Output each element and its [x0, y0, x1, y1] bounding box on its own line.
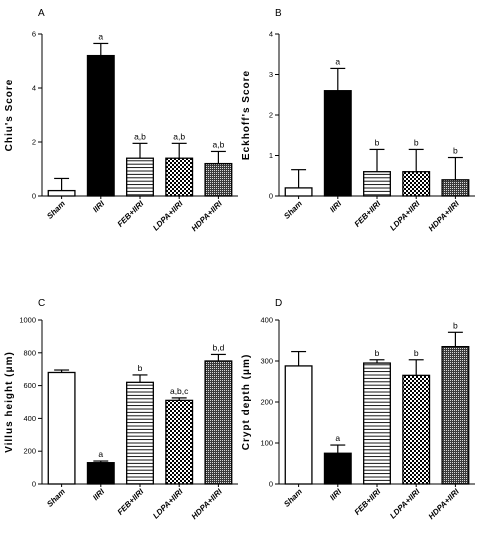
y-tick-label: 200 — [260, 398, 273, 407]
y-tick-label: 0 — [32, 192, 36, 201]
significance-label: b — [414, 137, 419, 147]
x-tick-label: LDPA+IIRI — [388, 487, 422, 521]
significance-label: a — [98, 449, 103, 459]
x-tick-label: LDPA+IIRI — [151, 199, 185, 233]
significance-label: a,b — [212, 139, 224, 149]
y-axis-title: Crypt depth (μm) — [241, 354, 252, 451]
y-tick-label: 1000 — [19, 316, 36, 325]
x-tick-label: Sham — [45, 199, 67, 221]
significance-label: b — [453, 320, 458, 330]
bar — [363, 171, 391, 197]
y-axis-title: Eckhoff's Score — [241, 70, 252, 160]
bar — [165, 157, 194, 197]
x-tick-label: IIRI — [328, 487, 344, 503]
y-tick-label: 3 — [269, 70, 273, 79]
bar — [47, 371, 76, 485]
bar — [323, 90, 352, 197]
y-tick-label: 4 — [269, 30, 273, 39]
x-tick-label: FEB+IIRI — [116, 199, 146, 229]
y-tick-label: 0 — [269, 480, 273, 489]
y-tick-label: 300 — [260, 357, 273, 366]
y-tick-label: 800 — [23, 348, 36, 357]
bar — [441, 179, 470, 197]
panel-d: D 0 100 200 300 400 Crypt depth (μm) Sham a IIRI b… — [241, 298, 475, 521]
y-tick-label: 100 — [260, 439, 273, 448]
significance-label: b — [138, 363, 143, 373]
y-tick-label: 6 — [32, 30, 36, 39]
bar — [86, 462, 115, 485]
bar — [47, 189, 76, 197]
y-tick-label: 4 — [32, 84, 36, 93]
bar — [284, 365, 313, 485]
x-tick-label: FEB+IIRI — [353, 487, 383, 517]
x-tick-label: IIRI — [91, 199, 107, 215]
bar — [204, 162, 233, 197]
y-axis-title: Chiu's Score — [4, 79, 15, 152]
significance-label: a,b,c — [170, 386, 189, 396]
panel-letter: B — [275, 8, 282, 19]
y-axis-title: Villus height (μm) — [4, 351, 15, 453]
significance-label: b — [414, 348, 419, 358]
significance-label: a — [98, 31, 103, 41]
x-tick-label: LDPA+IIRI — [151, 487, 185, 521]
significance-label: b — [375, 348, 380, 358]
x-tick-label: LDPA+IIRI — [388, 199, 422, 233]
y-tick-label: 1 — [269, 151, 273, 160]
bar — [323, 452, 352, 485]
significance-label: a,b — [134, 131, 146, 141]
x-tick-label: FEB+IIRI — [116, 487, 146, 517]
bar — [402, 171, 431, 197]
y-tick-label: 400 — [23, 414, 36, 423]
y-tick-label: 0 — [269, 192, 273, 201]
y-tick-label: 400 — [260, 316, 273, 325]
bar — [402, 374, 431, 485]
y-tick-label: 200 — [23, 447, 36, 456]
panel-c: C 0 200 400 600 800 1000 Villus height (μm) Sham… — [4, 298, 238, 521]
x-tick-label: HDPA+IIRI — [427, 487, 462, 522]
x-tick-label: HDPA+IIRI — [190, 199, 225, 234]
bar — [204, 360, 233, 485]
x-tick-label: IIRI — [328, 199, 344, 215]
panel-b: B 0 1 2 3 4 Eckhoff's Score Sham a IIRI b FEB+IIRI b… — [241, 8, 475, 233]
x-tick-label: Sham — [45, 487, 67, 509]
y-tick-label: 0 — [32, 480, 36, 489]
significance-label: a — [335, 56, 340, 66]
panel-a: A 0 2 4 6 Chiu's Score Sham a IIRI a,b FEB+IIRI a,b… — [4, 8, 238, 233]
bar — [126, 381, 154, 485]
x-tick-label: HDPA+IIRI — [427, 199, 462, 234]
x-tick-label: HDPA+IIRI — [190, 487, 225, 522]
x-tick-label: IIRI — [91, 487, 107, 503]
panel-letter: A — [38, 8, 45, 19]
y-tick-label: 600 — [23, 381, 36, 390]
bar — [441, 345, 470, 485]
y-tick-label: 2 — [269, 111, 273, 120]
x-tick-label: Sham — [282, 487, 304, 509]
bar — [165, 399, 194, 485]
significance-label: a — [335, 433, 340, 443]
x-tick-label: Sham — [282, 199, 304, 221]
y-tick-label: 2 — [32, 138, 36, 147]
significance-label: b — [453, 146, 458, 156]
bar — [86, 54, 115, 197]
bar — [284, 187, 313, 197]
x-tick-label: FEB+IIRI — [353, 199, 383, 229]
panel-letter: D — [275, 298, 282, 309]
significance-label: a,b — [173, 131, 185, 141]
bar — [126, 157, 154, 197]
bar — [363, 362, 391, 485]
panel-letter: C — [38, 298, 45, 309]
significance-label: b,d — [212, 342, 224, 352]
significance-label: b — [375, 137, 380, 147]
